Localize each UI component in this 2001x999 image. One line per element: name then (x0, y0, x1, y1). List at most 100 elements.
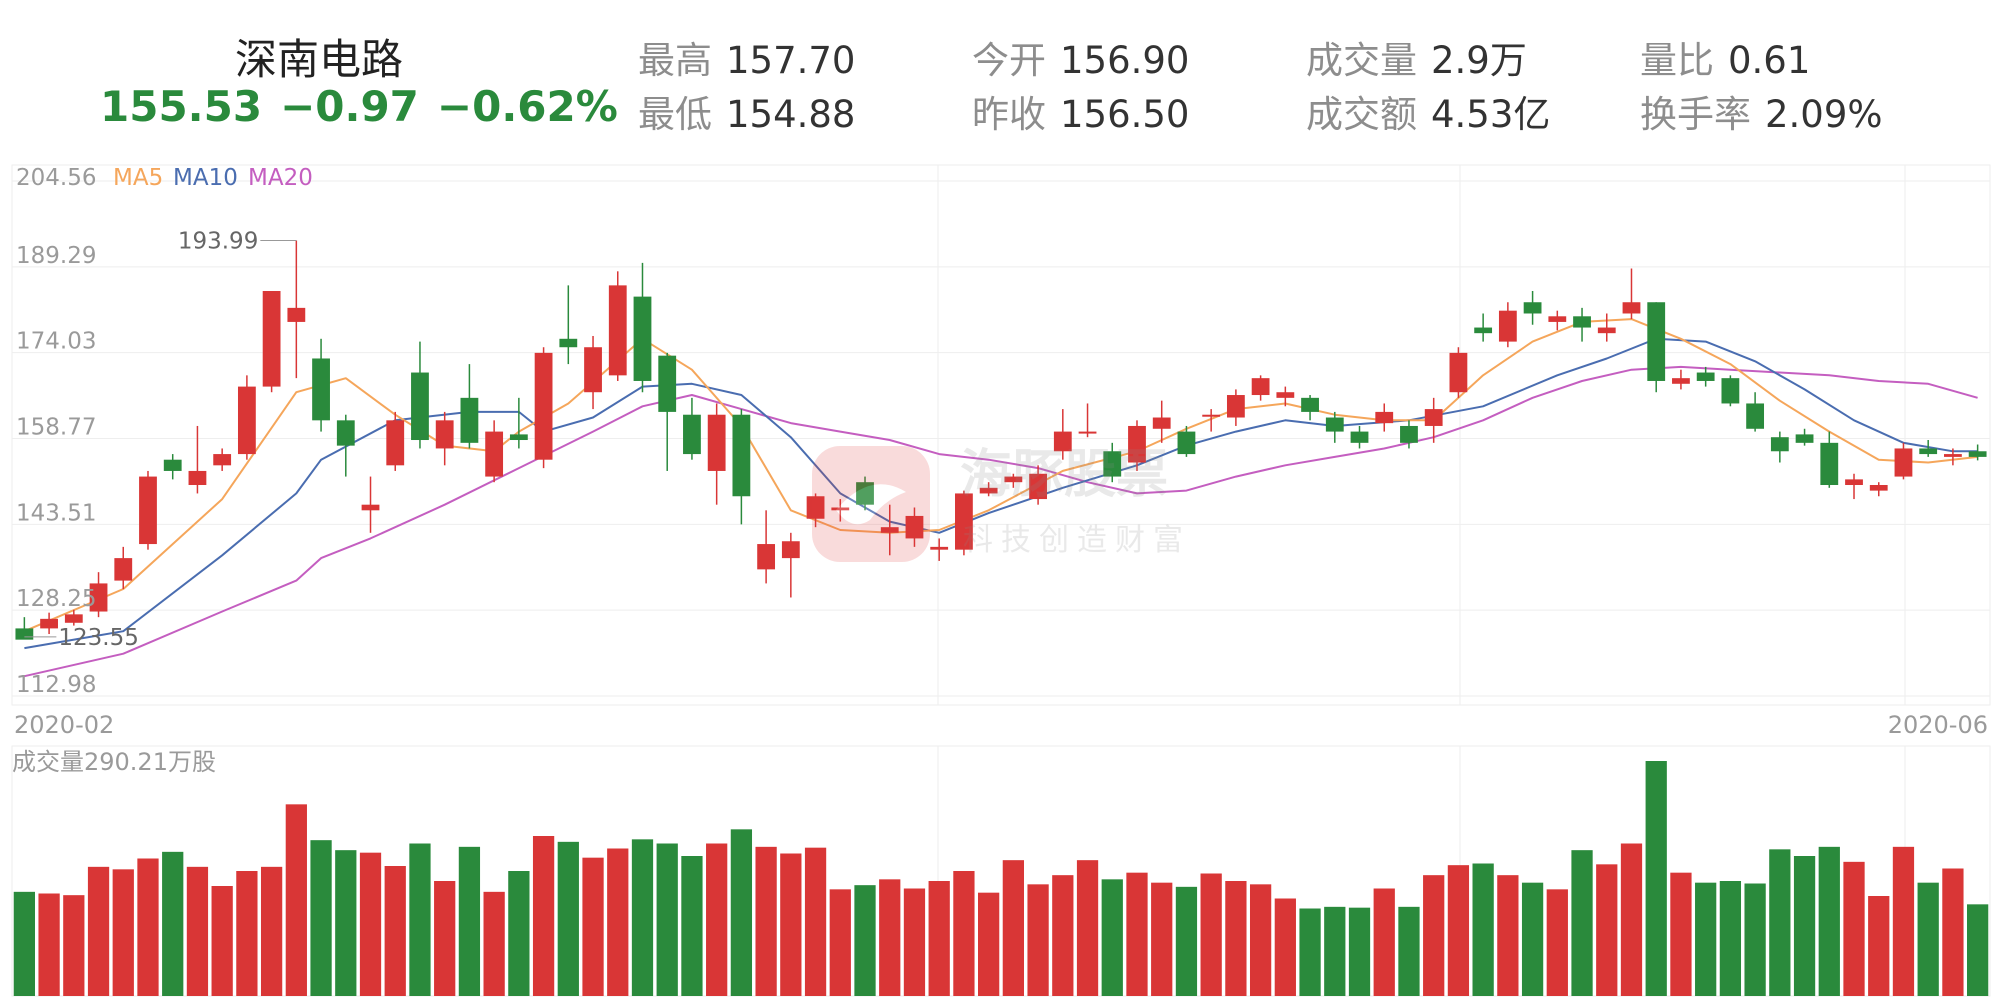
candle-body[interactable] (1721, 378, 1740, 404)
candle-body[interactable] (584, 347, 602, 393)
volume-bar[interactable] (780, 853, 802, 997)
volume-bar[interactable] (359, 852, 382, 996)
volume-bar[interactable] (1868, 896, 1890, 996)
volume-bar[interactable] (706, 843, 728, 997)
candle-body[interactable] (1375, 411, 1394, 424)
volume-bar[interactable] (1793, 856, 1816, 996)
candle-body[interactable] (831, 507, 850, 511)
volume-bar[interactable] (87, 866, 110, 996)
volume-bar[interactable] (285, 804, 307, 996)
volume-bar[interactable] (1917, 882, 1939, 996)
candle-body[interactable] (1177, 431, 1196, 455)
volume-bar[interactable] (1695, 882, 1717, 996)
candle-body[interactable] (1746, 403, 1765, 429)
candle-body[interactable] (683, 414, 701, 455)
candle-body[interactable] (1944, 454, 1962, 457)
candle-body[interactable] (1152, 417, 1171, 429)
volume-bar[interactable] (260, 866, 283, 996)
candle-body[interactable] (1276, 392, 1295, 398)
candle-body[interactable] (1053, 431, 1072, 452)
volume-bar[interactable] (434, 881, 456, 996)
volume-bar[interactable] (1645, 761, 1667, 996)
candle-body[interactable] (1647, 302, 1666, 381)
candle-body[interactable] (386, 420, 405, 466)
volume-bar[interactable] (1967, 904, 1989, 996)
candle-body[interactable] (1820, 442, 1839, 486)
candle-body[interactable] (1894, 448, 1913, 477)
volume-bar[interactable] (1225, 881, 1247, 996)
candle-body[interactable] (188, 470, 207, 486)
volume-bar[interactable] (1299, 908, 1321, 997)
volume-bar[interactable] (879, 879, 901, 996)
candle-body[interactable] (1770, 437, 1789, 452)
candle-body[interactable] (707, 414, 726, 471)
volume-bar[interactable] (335, 850, 357, 996)
volume-bar[interactable] (1571, 850, 1593, 996)
candle-body[interactable] (114, 558, 133, 581)
volume-bar[interactable] (656, 843, 678, 997)
volume-bar[interactable] (1373, 888, 1395, 997)
volume-bar[interactable] (607, 848, 629, 997)
candle-body[interactable] (1301, 397, 1319, 412)
candle-body[interactable] (534, 352, 553, 460)
volume-bar[interactable] (557, 841, 579, 996)
candle-body[interactable] (237, 386, 256, 455)
volume-bar[interactable] (1076, 860, 1099, 996)
volume-bar[interactable] (681, 856, 703, 996)
candle-body[interactable] (1202, 414, 1221, 417)
candle-body[interactable] (1103, 451, 1122, 477)
volume-bar[interactable] (1769, 849, 1791, 996)
volume-bar[interactable] (137, 858, 159, 997)
candle-body[interactable] (1498, 310, 1517, 342)
volume-bar[interactable] (1027, 884, 1049, 996)
volume-bar[interactable] (1348, 907, 1371, 996)
volume-bar[interactable] (1151, 882, 1173, 996)
volume-bar[interactable] (903, 888, 926, 997)
volume-bar[interactable] (631, 839, 654, 996)
candle-body[interactable] (1424, 409, 1443, 426)
volume-bar[interactable] (211, 886, 233, 996)
volume-bar[interactable] (1818, 846, 1840, 996)
volume-bar[interactable] (1423, 875, 1445, 996)
candle-body[interactable] (1078, 431, 1097, 434)
candle-body[interactable] (213, 454, 232, 466)
volume-bar[interactable] (1892, 846, 1915, 996)
candle-body[interactable] (955, 493, 973, 550)
candle-body[interactable] (312, 358, 330, 421)
candle-body[interactable] (1795, 434, 1814, 443)
candle-body[interactable] (1622, 302, 1641, 314)
volume-bar[interactable] (804, 847, 827, 996)
candle-body[interactable] (880, 527, 899, 533)
volume-bar[interactable] (1200, 873, 1222, 997)
volume-bar[interactable] (1596, 864, 1618, 996)
volume-bar[interactable] (13, 891, 35, 996)
volume-bar[interactable] (1447, 865, 1470, 996)
volume-bar[interactable] (953, 871, 975, 996)
volume-bar[interactable] (1002, 860, 1024, 996)
candle-body[interactable] (40, 618, 58, 629)
candle-body[interactable] (732, 414, 751, 497)
candle-body[interactable] (757, 544, 776, 570)
candle-body[interactable] (1400, 425, 1418, 443)
candle-body[interactable] (1523, 302, 1542, 314)
candle-body[interactable] (905, 515, 924, 539)
candle-body[interactable] (1548, 316, 1567, 322)
candle-body[interactable] (1474, 327, 1493, 334)
candle-body[interactable] (1696, 372, 1715, 381)
volume-bar[interactable] (1942, 868, 1964, 997)
candle-body[interactable] (1226, 395, 1245, 418)
candle-body[interactable] (262, 290, 281, 387)
candle-body[interactable] (361, 504, 380, 511)
candle-body[interactable] (1128, 425, 1146, 463)
volume-bar[interactable] (1274, 898, 1296, 997)
volume-bar[interactable] (755, 846, 777, 996)
volume-bar[interactable] (1719, 881, 1742, 996)
candle-body[interactable] (435, 420, 454, 449)
candle-body[interactable] (979, 487, 998, 494)
volume-bar[interactable] (483, 891, 505, 996)
candle-body[interactable] (139, 476, 157, 545)
volume-bar[interactable] (829, 889, 851, 996)
candle-body[interactable] (658, 355, 677, 412)
candle-body[interactable] (1350, 431, 1369, 443)
